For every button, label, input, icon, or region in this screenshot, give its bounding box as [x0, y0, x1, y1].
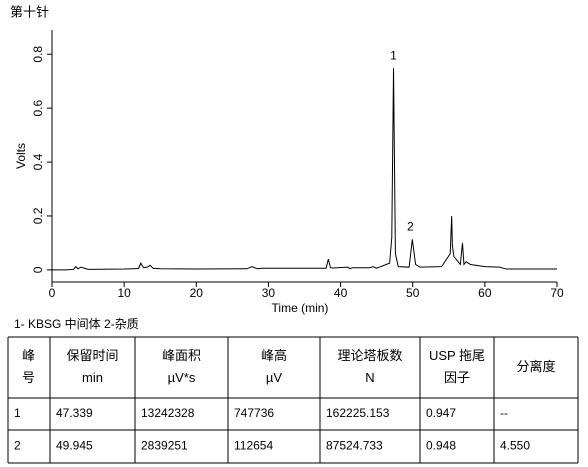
x-tick-label: 10: [117, 286, 131, 300]
x-tick-label: 60: [478, 286, 492, 300]
table-cell: 112654: [234, 439, 273, 453]
table-header: min: [82, 370, 103, 385]
x-tick-label: 0: [49, 286, 56, 300]
table-cell: 162225.153: [326, 406, 390, 420]
peak-label: 2: [407, 220, 414, 234]
y-axis-label: Volts: [14, 143, 28, 169]
y-tick-label: 0.2: [31, 207, 45, 224]
table-cell: 1: [14, 406, 21, 420]
y-tick-label: 0.6: [31, 99, 45, 116]
table-header: N: [365, 370, 374, 385]
trace: [52, 68, 557, 271]
table-header: 因子: [444, 370, 470, 385]
table-cell: 0.947: [426, 406, 456, 420]
x-tick-label: 20: [190, 286, 204, 300]
table-cell: --: [500, 406, 508, 420]
table-header: 号: [22, 370, 35, 385]
table-cell: 0.948: [426, 439, 456, 453]
table-cell: 49.945: [56, 439, 93, 453]
x-tick-label: 50: [406, 286, 420, 300]
table-header: USP 拖尾: [429, 348, 485, 363]
table-cell: 2: [14, 439, 21, 453]
x-tick-label: 70: [550, 286, 564, 300]
table-header: µV: [266, 370, 282, 385]
table-cell: 13242328: [141, 406, 195, 420]
table-header: 分离度: [516, 359, 555, 374]
page-title: 第十针: [10, 4, 49, 19]
peak-label: 1: [390, 48, 397, 62]
table-header: 理论塔板数: [337, 348, 402, 363]
table-cell: 4.550: [500, 439, 530, 453]
x-tick-label: 40: [334, 286, 348, 300]
x-tick-label: 30: [262, 286, 276, 300]
legend-note: 1- KBSG 中间体 2-杂质: [14, 316, 139, 331]
y-tick-label: 0.8: [31, 46, 45, 63]
table-header: µV*s: [168, 370, 196, 385]
table-cell: 47.339: [56, 406, 93, 420]
table-cell: 2839251: [141, 439, 188, 453]
y-tick-label: 0.4: [31, 153, 45, 170]
table-cell: 747736: [234, 406, 274, 420]
y-tick-label: 0: [31, 266, 45, 273]
table-header: 峰高: [261, 348, 287, 363]
table-header: 保留时间: [66, 348, 118, 363]
table-cell: 87524.733: [326, 439, 383, 453]
table-header: 峰面积: [162, 348, 201, 363]
x-axis-label: Time (min): [272, 301, 329, 315]
table-header: 峰: [22, 348, 35, 363]
